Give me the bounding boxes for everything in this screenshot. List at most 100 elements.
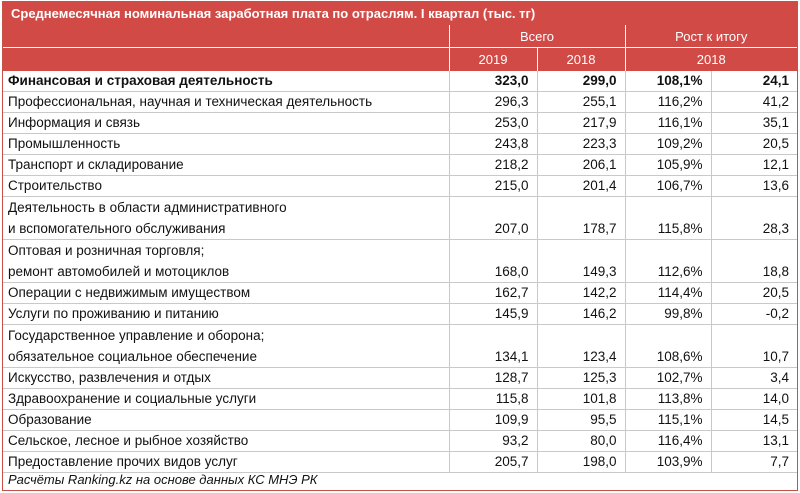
value-2018: 125,3 — [536, 367, 625, 389]
row-name-line2: ремонт автомобилей и мотоциклов — [8, 264, 230, 279]
table-row: Транспорт и складирование 218,2 206,1 10… — [3, 154, 797, 176]
row-name: Строительство — [3, 175, 449, 197]
row-name: Оптовая и розничная торговля; ремонт авто… — [3, 239, 449, 283]
row-name: Транспорт и складирование — [3, 154, 449, 176]
table-row: Профессиональная, научная и техническая … — [3, 91, 797, 113]
row-name-line2: обязательное социальное обеспечение — [8, 349, 257, 364]
growth-delta: 13,1 — [710, 430, 797, 452]
header-total-group: Всего — [448, 25, 625, 48]
value-2018: 178,7 — [536, 196, 625, 240]
row-name: Профессиональная, научная и техническая … — [3, 91, 449, 113]
growth-delta: 12,1 — [710, 154, 797, 176]
header-blank-2 — [3, 47, 449, 71]
table-row: Государственное управление и оборона; обя… — [3, 324, 797, 368]
row-name: Государственное управление и оборона; обя… — [3, 324, 449, 368]
value-2018: 198,0 — [536, 451, 625, 473]
growth-delta: 14,5 — [710, 409, 797, 431]
growth-percent: 114,4% — [624, 282, 711, 304]
growth-percent: 102,7% — [624, 367, 711, 389]
row-name-line1: Оптовая и розничная торговля; — [8, 243, 205, 258]
row-name: Промышленность — [3, 133, 449, 155]
row-name: Сельское, лесное и рыбное хозяйство — [3, 430, 449, 452]
value-2019: 115,8 — [448, 388, 537, 410]
row-name: Информация и связь — [3, 112, 449, 134]
growth-delta: -0,2 — [710, 303, 797, 325]
value-2019: 243,8 — [448, 133, 537, 155]
table-row: Строительство 215,0 201,4 106,7% 13,6 — [3, 175, 797, 197]
growth-percent: 109,2% — [624, 133, 711, 155]
row-name-line1: Государственное управление и оборона; — [8, 328, 265, 343]
value-2019: 253,0 — [448, 112, 537, 134]
value-2018: 149,3 — [536, 239, 625, 283]
value-2019: 323,0 — [448, 71, 537, 92]
value-2019: 207,0 — [448, 196, 537, 240]
table-row: Деятельность в области административного… — [3, 196, 797, 240]
table-row: Оптовая и розничная торговля; ремонт авто… — [3, 239, 797, 283]
value-2018: 255,1 — [536, 91, 625, 113]
value-2018: 206,1 — [536, 154, 625, 176]
row-name: Образование — [3, 409, 449, 431]
value-2018: 142,2 — [536, 282, 625, 304]
growth-percent: 116,2% — [624, 91, 711, 113]
growth-percent: 105,9% — [624, 154, 711, 176]
growth-percent: 115,1% — [624, 409, 711, 431]
value-2018: 146,2 — [536, 303, 625, 325]
table-title: Среднемесячная номинальная заработная пл… — [3, 2, 797, 25]
value-2019: 109,9 — [448, 409, 537, 431]
growth-percent: 116,4% — [624, 430, 711, 452]
value-2019: 162,7 — [448, 282, 537, 304]
table-row: Промышленность 243,8 223,3 109,2% 20,5 — [3, 133, 797, 155]
table-row: Информация и связь 253,0 217,9 116,1% 35… — [3, 112, 797, 134]
value-2018: 80,0 — [536, 430, 625, 452]
growth-percent: 115,8% — [624, 196, 711, 240]
row-name: Услуги по проживанию и питанию — [3, 303, 449, 325]
row-name: Здравоохранение и социальные услуги — [3, 388, 449, 410]
header-blank — [3, 25, 449, 48]
growth-delta: 20,5 — [710, 282, 797, 304]
row-name: Предоставление прочих видов услуг — [3, 451, 449, 473]
table-row: Операции с недвижимым имуществом 162,7 1… — [3, 282, 797, 304]
value-2018: 123,4 — [536, 324, 625, 368]
growth-percent: 99,8% — [624, 303, 711, 325]
value-2019: 296,3 — [448, 91, 537, 113]
growth-percent: 108,6% — [624, 324, 711, 368]
growth-delta: 24,1 — [710, 71, 797, 92]
growth-percent: 103,9% — [624, 451, 711, 473]
row-name: Операции с недвижимым имуществом — [3, 282, 449, 304]
source-footnote: Расчёты Ranking.kz на основе данных КС М… — [8, 472, 318, 487]
growth-delta: 41,2 — [710, 91, 797, 113]
growth-delta: 18,8 — [710, 239, 797, 283]
value-2018: 201,4 — [536, 175, 625, 197]
row-name: Деятельность в области административного… — [3, 196, 449, 240]
growth-delta: 28,3 — [710, 196, 797, 240]
value-2019: 145,9 — [448, 303, 537, 325]
table-row: Финансовая и страховая деятельность 323,… — [3, 71, 797, 92]
row-name: Искусство, развлечения и отдых — [3, 367, 449, 389]
value-2019: 218,2 — [448, 154, 537, 176]
value-2018: 223,3 — [536, 133, 625, 155]
value-2018: 101,8 — [536, 388, 625, 410]
growth-delta: 35,1 — [710, 112, 797, 134]
value-2019: 168,0 — [448, 239, 537, 283]
salary-table: Всего Рост к итогу 2019 2018 2018 Финанс… — [3, 25, 797, 473]
value-2018: 299,0 — [536, 71, 625, 92]
header-year-2018: 2018 — [536, 47, 625, 71]
value-2019: 134,1 — [448, 324, 537, 368]
growth-delta: 20,5 — [710, 133, 797, 155]
value-2019: 215,0 — [448, 175, 537, 197]
header-growth-year: 2018 — [624, 47, 797, 71]
growth-percent: 113,8% — [624, 388, 711, 410]
table-row: Здравоохранение и социальные услуги 115,… — [3, 388, 797, 410]
growth-percent: 108,1% — [624, 71, 711, 92]
row-name: Финансовая и страховая деятельность — [3, 71, 449, 92]
header-growth-group: Рост к итогу — [624, 25, 797, 48]
growth-percent: 112,6% — [624, 239, 711, 283]
growth-delta: 10,7 — [710, 324, 797, 368]
growth-percent: 116,1% — [624, 112, 711, 134]
value-2018: 217,9 — [536, 112, 625, 134]
row-name-line2: и вспомогательного обслуживания — [8, 221, 226, 236]
row-name-line1: Деятельность в области административного — [8, 200, 287, 215]
table-row: Образование 109,9 95,5 115,1% 14,5 — [3, 409, 797, 431]
value-2019: 128,7 — [448, 367, 537, 389]
